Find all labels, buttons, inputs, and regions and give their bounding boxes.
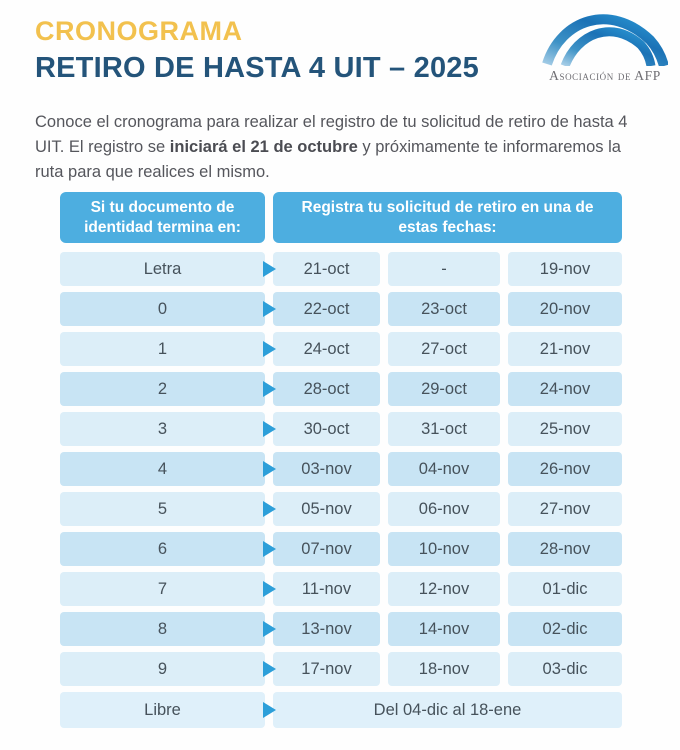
arrow-right-icon	[263, 661, 276, 677]
date-cell: 28-oct	[273, 372, 380, 406]
date-cell: 02-dic	[508, 612, 622, 646]
table-header-row: Si tu documento de identidad termina en:…	[60, 192, 622, 243]
date-cell: 29-oct	[388, 372, 500, 406]
table-row: 6 07-nov 10-nov 28-nov	[60, 532, 622, 566]
date-cell: 26-nov	[508, 452, 622, 486]
arrow-right-icon	[263, 261, 276, 277]
doc-ending-label: 8	[157, 619, 168, 638]
table-row: 4 03-nov 04-nov 26-nov	[60, 452, 622, 486]
date-cell: 20-nov	[508, 292, 622, 326]
table-row: 3 30-oct 31-oct 25-nov	[60, 412, 622, 446]
doc-ending-cell: 5	[60, 492, 276, 526]
date-cell: 14-nov	[388, 612, 500, 646]
date-cell: 27-nov	[508, 492, 622, 526]
afp-association-logo: Asociación de AFP	[541, 8, 669, 84]
table-row: 2 28-oct 29-oct 24-nov	[60, 372, 622, 406]
table-row-libre: Libre Del 04-dic al 18-ene	[60, 692, 622, 728]
doc-ending-label: 2	[157, 379, 168, 398]
date-cell: 21-nov	[508, 332, 622, 366]
doc-ending-label: 4	[157, 459, 168, 478]
doc-ending-cell: Libre	[60, 692, 276, 728]
intro-text-bold: iniciará el 21 de octubre	[169, 138, 358, 156]
table-row: Letra 21-oct -19-nov	[60, 252, 622, 286]
arrow-right-icon	[263, 541, 276, 557]
doc-ending-label: 7	[157, 579, 168, 598]
doc-ending-label: Letra	[143, 259, 182, 278]
date-cell: 22-oct	[273, 292, 380, 326]
date-cell: 31-oct	[388, 412, 500, 446]
date-cell: 27-oct	[388, 332, 500, 366]
table-row: 9 17-nov 18-nov 03-dic	[60, 652, 622, 686]
date-cell: 23-oct	[388, 292, 500, 326]
header-register-dates: Registra tu solicitud de retiro en una d…	[273, 192, 622, 243]
date-cell: 24-nov	[508, 372, 622, 406]
date-cell: 30-oct	[273, 412, 380, 446]
date-cell: 18-nov	[388, 652, 500, 686]
arrow-right-icon	[263, 581, 276, 597]
logo-arcs-icon	[542, 14, 668, 66]
header-doc-ending: Si tu documento de identidad termina en:	[60, 192, 265, 243]
doc-ending-cell: 0	[60, 292, 276, 326]
doc-ending-cell: 8	[60, 612, 276, 646]
doc-ending-cell: 3	[60, 412, 276, 446]
page-title: RETIRO DE HASTA 4 UIT – 2025	[35, 52, 479, 84]
intro-text-before: Conoce el cronograma para realizar el re…	[35, 113, 628, 156]
arrow-right-icon	[263, 501, 276, 517]
kicker-title: CRONOGRAMA	[35, 16, 243, 46]
arrow-right-icon	[263, 341, 276, 357]
date-cell: 28-nov	[508, 532, 622, 566]
arrow-right-icon	[263, 702, 276, 718]
doc-ending-label: 3	[157, 419, 168, 438]
doc-ending-label: 5	[157, 499, 168, 518]
doc-ending-cell: 7	[60, 572, 276, 606]
date-cell: 07-nov	[273, 532, 380, 566]
table-row: 1 24-oct 27-oct 21-nov	[60, 332, 622, 366]
arrow-right-icon	[263, 621, 276, 637]
date-cell: 25-nov	[508, 412, 622, 446]
date-cell: 05-nov	[273, 492, 380, 526]
date-cell: 10-nov	[388, 532, 500, 566]
date-cell: 17-nov	[273, 652, 380, 686]
date-cell: 24-oct	[273, 332, 380, 366]
doc-ending-cell: 1	[60, 332, 276, 366]
table-row: 0 22-oct 23-oct 20-nov	[60, 292, 622, 326]
table-row: 8 13-nov 14-nov 02-dic	[60, 612, 622, 646]
date-cell: 03-nov	[273, 452, 380, 486]
arrow-right-icon	[263, 421, 276, 437]
arrow-right-icon	[263, 461, 276, 477]
logo-text: Asociación de AFP	[549, 68, 661, 83]
doc-ending-cell: 4	[60, 452, 276, 486]
doc-ending-label: Libre	[144, 700, 181, 719]
arrow-right-icon	[263, 381, 276, 397]
table-row: 5 05-nov 06-nov 27-nov	[60, 492, 622, 526]
date-cell: -	[388, 252, 500, 286]
doc-ending-cell: 2	[60, 372, 276, 406]
doc-ending-cell: 6	[60, 532, 276, 566]
date-range-cell: Del 04-dic al 18-ene	[273, 692, 622, 728]
date-cell: 06-nov	[388, 492, 500, 526]
date-cell: 04-nov	[388, 452, 500, 486]
arrow-right-icon	[263, 301, 276, 317]
date-cell: 19-nov	[508, 252, 622, 286]
doc-ending-label: 6	[157, 539, 168, 558]
date-cell: 03-dic	[508, 652, 622, 686]
date-cell: 13-nov	[273, 612, 380, 646]
table-row: 7 11-nov 12-nov 01-dic	[60, 572, 622, 606]
date-cell: 21-oct	[273, 252, 380, 286]
table-body: Letra 21-oct -19-nov 0 22-oct 23-oct 20-nov 1 24…	[60, 252, 622, 686]
doc-ending-label: 9	[157, 659, 168, 678]
date-cell: 01-dic	[508, 572, 622, 606]
intro-text-after: y próximamente te informaremos la ruta p…	[35, 138, 621, 181]
intro-paragraph: Conoce el cronograma para realizar el re…	[35, 110, 647, 185]
doc-ending-label: 1	[157, 339, 168, 358]
schedule-table: Si tu documento de identidad termina en:…	[60, 192, 622, 728]
doc-ending-label: 0	[157, 299, 168, 318]
date-cell: 11-nov	[273, 572, 380, 606]
doc-ending-cell: Letra	[60, 252, 276, 286]
doc-ending-cell: 9	[60, 652, 276, 686]
date-cell: 12-nov	[388, 572, 500, 606]
